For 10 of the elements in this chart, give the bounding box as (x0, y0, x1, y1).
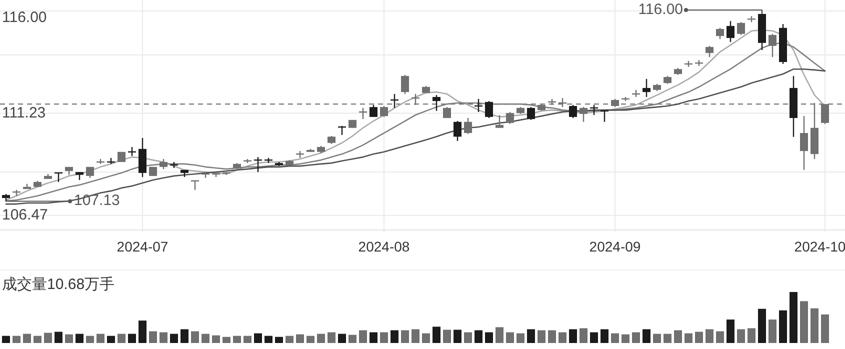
x-tick-label: 2024-08 (358, 238, 410, 255)
x-tick-label: 2024-07 (116, 238, 168, 255)
annotation: 116.00 (638, 0, 683, 18)
y-tick-label: 111.23 (2, 104, 46, 122)
annotation: 107.13 (74, 192, 120, 210)
y-tick-label: 106.47 (2, 206, 48, 224)
y-tick-label: 116.00 (2, 8, 47, 26)
x-tick-label: 2024-09 (589, 238, 641, 255)
x-tick-label: 2024-10 (794, 238, 845, 255)
chart-title: 成交量10.68万手 (2, 276, 115, 293)
